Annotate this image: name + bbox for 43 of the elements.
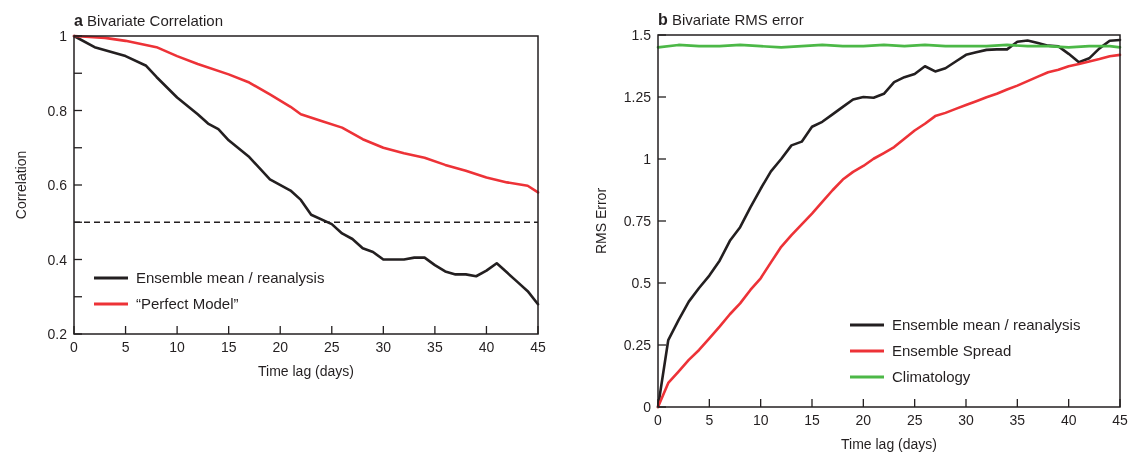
legend-label: Ensemble mean / reanalysis: [892, 316, 1081, 333]
y-tick-label: 1.5: [631, 27, 652, 43]
y-tick-label: 0.2: [47, 326, 68, 342]
y-tick-label: 1: [59, 28, 68, 44]
x-tick-label: 45: [1112, 412, 1128, 428]
y-tick-label: 0.4: [47, 251, 68, 268]
legend-label: Ensemble Spread: [892, 342, 1012, 359]
y-tick-label: 0.5: [631, 275, 652, 291]
x-tick-label: 15: [220, 339, 237, 355]
y-tick-label: 1.25: [623, 89, 652, 105]
y-axis-title: Correlation: [13, 150, 29, 220]
x-tick-label: 10: [169, 339, 186, 355]
legend-label: Ensemble mean / reanalysis: [136, 269, 325, 286]
y-tick-label: 0.75: [623, 213, 652, 229]
x-tick-label: 35: [427, 339, 443, 355]
x-tick-label: 15: [804, 412, 820, 428]
y-axis-title: RMS Error: [593, 187, 609, 255]
x-axis-title: Time lag (days): [258, 363, 354, 379]
x-tick-label: 25: [323, 339, 340, 355]
x-tick-label: 40: [478, 339, 495, 355]
y-tick-label: 1: [643, 151, 652, 167]
x-tick-label: 5: [121, 339, 130, 355]
legend-label: Climatology: [892, 368, 971, 385]
x-tick-label: 30: [958, 412, 974, 428]
x-tick-label: 5: [705, 412, 714, 428]
x-tick-label: 30: [375, 339, 392, 355]
y-tick-label: 0.8: [47, 102, 68, 119]
y-tick-label: 0.6: [47, 177, 68, 193]
x-tick-label: 10: [752, 412, 769, 428]
x-tick-label: 35: [1009, 412, 1026, 428]
x-tick-label: 0: [70, 339, 79, 355]
x-tick-label: 20: [272, 339, 289, 355]
x-tick-label: 0: [654, 412, 663, 428]
x-axis-title: Time lag (days): [841, 436, 937, 452]
chart-title: b Bivariate RMS error: [658, 11, 804, 28]
x-tick-label: 40: [1060, 412, 1077, 428]
y-tick-label: 0.25: [623, 337, 652, 353]
x-tick-label: 20: [855, 412, 872, 428]
x-tick-label: 45: [530, 339, 546, 355]
x-tick-label: 25: [906, 412, 923, 428]
y-tick-label: 0: [643, 399, 652, 415]
chart-title: a Bivariate Correlation: [74, 12, 223, 29]
legend-label: “Perfect Model”: [136, 295, 239, 312]
